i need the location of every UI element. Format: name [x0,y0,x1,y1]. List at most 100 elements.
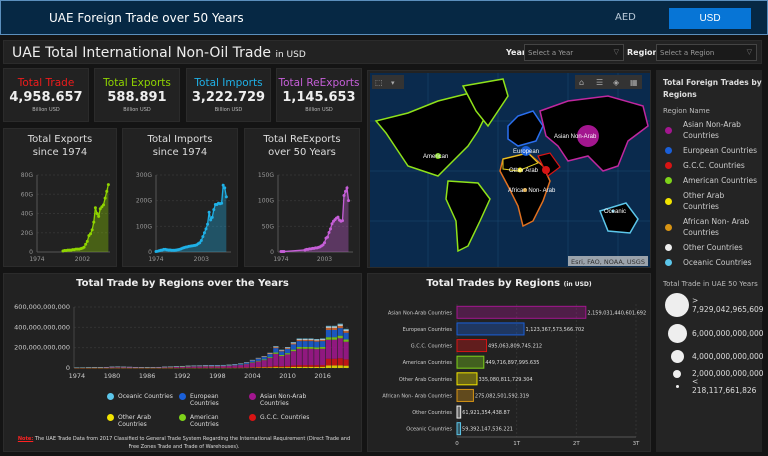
stacked-bar-segment[interactable] [279,367,285,368]
stacked-bar-segment[interactable] [290,349,297,352]
data-point[interactable] [202,231,206,235]
data-point[interactable] [212,208,216,212]
stacked-bar-segment[interactable] [261,357,267,360]
bubble-african[interactable] [523,188,527,192]
stacked-bar-segment[interactable] [238,363,244,365]
stacked-bar-segment[interactable] [314,340,320,342]
basemap-gallery-icon[interactable]: ▦ [630,78,638,87]
stacked-bar-segment[interactable] [343,328,349,330]
stacked-bar-segment[interactable] [197,365,203,367]
stacked-bar-segment[interactable] [331,337,337,340]
stacked-bar-segment[interactable] [320,366,326,368]
stacked-bar-segment[interactable] [284,354,291,366]
stacked-bar-segment[interactable] [314,338,320,340]
data-point[interactable] [106,183,110,187]
stacked-bar-segment[interactable] [243,364,250,368]
stacked-bar-segment[interactable] [308,366,314,368]
stacked-bar-segment[interactable] [179,366,185,368]
currency-aed-button[interactable]: AED [615,12,636,23]
home-icon[interactable]: ⌂ [579,78,584,87]
stacked-bar-segment[interactable] [308,339,314,342]
stacked-bar-segment[interactable] [290,344,297,350]
stacked-bar-segment[interactable] [302,348,308,366]
stacked-bar-segment[interactable] [156,367,162,368]
data-point[interactable] [224,195,228,199]
stacked-bar-segment[interactable] [308,347,314,349]
data-point[interactable] [84,242,88,246]
stacked-bar-segment[interactable] [284,348,291,350]
data-point[interactable] [221,183,225,187]
stacked-bar-segment[interactable] [273,352,279,354]
stacked-bar-segment[interactable] [314,366,320,368]
stacked-bar-segment[interactable] [185,366,191,368]
stacked-bar-segment[interactable] [279,356,285,367]
stacked-bar-segment[interactable] [302,338,308,340]
data-point[interactable] [209,218,213,222]
stacked-bar-segment[interactable] [337,335,343,339]
stacked-bar-segment[interactable] [249,362,256,368]
data-point[interactable] [103,196,107,200]
stacked-bar-segment[interactable] [320,339,326,340]
stacked-bar-segment[interactable] [115,367,121,368]
data-point[interactable] [282,249,286,253]
stacked-bar-segment[interactable] [308,365,314,367]
data-point[interactable] [330,222,334,226]
stacked-bar-segment[interactable] [331,327,337,330]
stacked-bar-segment[interactable] [302,339,308,342]
stacked-bar-segment[interactable] [126,367,133,368]
stacked-bar-segment[interactable] [290,365,297,367]
stacked-bar-segment[interactable] [284,349,291,354]
stacked-bar-segment[interactable] [314,365,320,367]
stacked-bar-segment[interactable] [249,360,256,363]
stacked-bar-segment[interactable] [226,365,232,368]
regions-select[interactable]: Select a Region ▽ [656,44,757,61]
stacked-bar-segment[interactable] [325,358,332,366]
bar[interactable] [456,388,474,402]
stacked-bar-segment[interactable] [103,367,109,368]
bubble-asian[interactable] [577,125,599,147]
stacked-bar-segment[interactable] [343,365,349,368]
stacked-bar-segment[interactable] [138,367,144,368]
stacked-bar-segment[interactable] [203,365,209,367]
data-point[interactable] [201,235,205,239]
stacked-bar-segment[interactable] [325,337,332,340]
stacked-bar-segment[interactable] [296,366,302,368]
bar[interactable] [456,405,462,419]
data-point[interactable] [321,243,325,247]
stacked-bar-segment[interactable] [325,327,332,330]
stacked-bar-segment[interactable] [279,366,285,368]
stacked-bar-segment[interactable] [255,360,261,362]
data-point[interactable] [97,214,101,218]
stacked-bar-segment[interactable] [267,357,273,359]
stacked-bar-segment[interactable] [320,341,326,348]
data-point[interactable] [102,203,106,207]
stacked-bar-segment[interactable] [290,366,297,368]
data-point[interactable] [347,199,350,203]
stacked-bar-segment[interactable] [302,339,308,340]
stacked-bar-segment[interactable] [191,366,197,368]
stacked-bar-segment[interactable] [267,353,273,355]
stacked-bar-segment[interactable] [337,324,343,326]
chart-legend-item[interactable]: Other Arab Countries [107,414,175,428]
data-point[interactable] [93,206,97,210]
data-point[interactable] [199,238,203,242]
chart-legend-item[interactable]: G.C.C. Countries [249,414,317,421]
chart-legend-item[interactable]: European Countries [179,393,247,407]
stacked-bar-segment[interactable] [208,365,215,366]
stacked-bar-segment[interactable] [331,329,337,338]
stacked-bar-segment[interactable] [325,325,332,327]
data-point[interactable] [92,220,96,224]
bubble-other-arab[interactable] [517,167,523,173]
stacked-bar-segment[interactable] [214,366,220,368]
data-point[interactable] [89,232,93,236]
data-point[interactable] [220,201,224,205]
stacked-bar-segment[interactable] [296,341,302,348]
stacked-bar-segment[interactable] [343,329,349,331]
stacked-bar-segment[interactable] [150,367,156,368]
stacked-bar-segment[interactable] [337,328,343,336]
stacked-bar-segment[interactable] [167,367,174,368]
data-point[interactable] [342,194,346,198]
stacked-bar-segment[interactable] [284,347,291,349]
chart-legend-item[interactable]: Oceanic Countries [107,393,175,400]
bubble-oceanic[interactable] [611,209,615,213]
